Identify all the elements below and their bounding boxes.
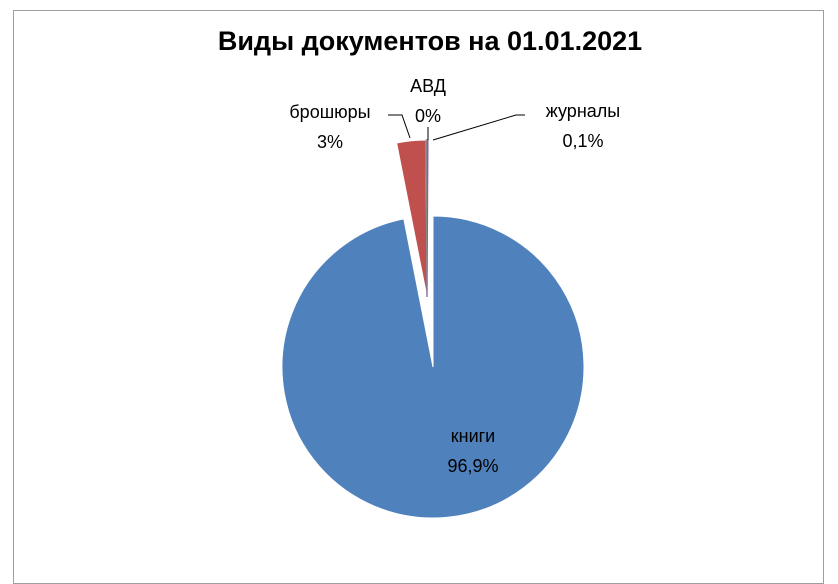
label-knigi-value: 96,9% — [447, 456, 498, 476]
pie-slices — [281, 139, 585, 519]
leader-zhurnaly — [432, 114, 525, 141]
pie-slice-knigi — [281, 215, 585, 519]
leader-lines — [388, 114, 525, 141]
label-zhurnaly-name: журналы — [546, 101, 620, 121]
label-avd-value: 0% — [415, 106, 441, 126]
leader-broshyury — [388, 114, 411, 139]
slice-labels: книги 96,9% брошюры 3% АВД 0% журналы 0,1% — [289, 76, 620, 476]
label-zhurnaly-value: 0,1% — [562, 131, 603, 151]
label-knigi-name: книги — [451, 426, 496, 446]
chart-title: Виды документов на 01.01.2021 — [218, 26, 642, 56]
label-broshyury-value: 3% — [317, 132, 343, 152]
pie-slice-zhurnaly — [426, 139, 429, 298]
label-broshyury-name: брошюры — [289, 102, 370, 122]
label-avd-name: АВД — [410, 76, 446, 96]
